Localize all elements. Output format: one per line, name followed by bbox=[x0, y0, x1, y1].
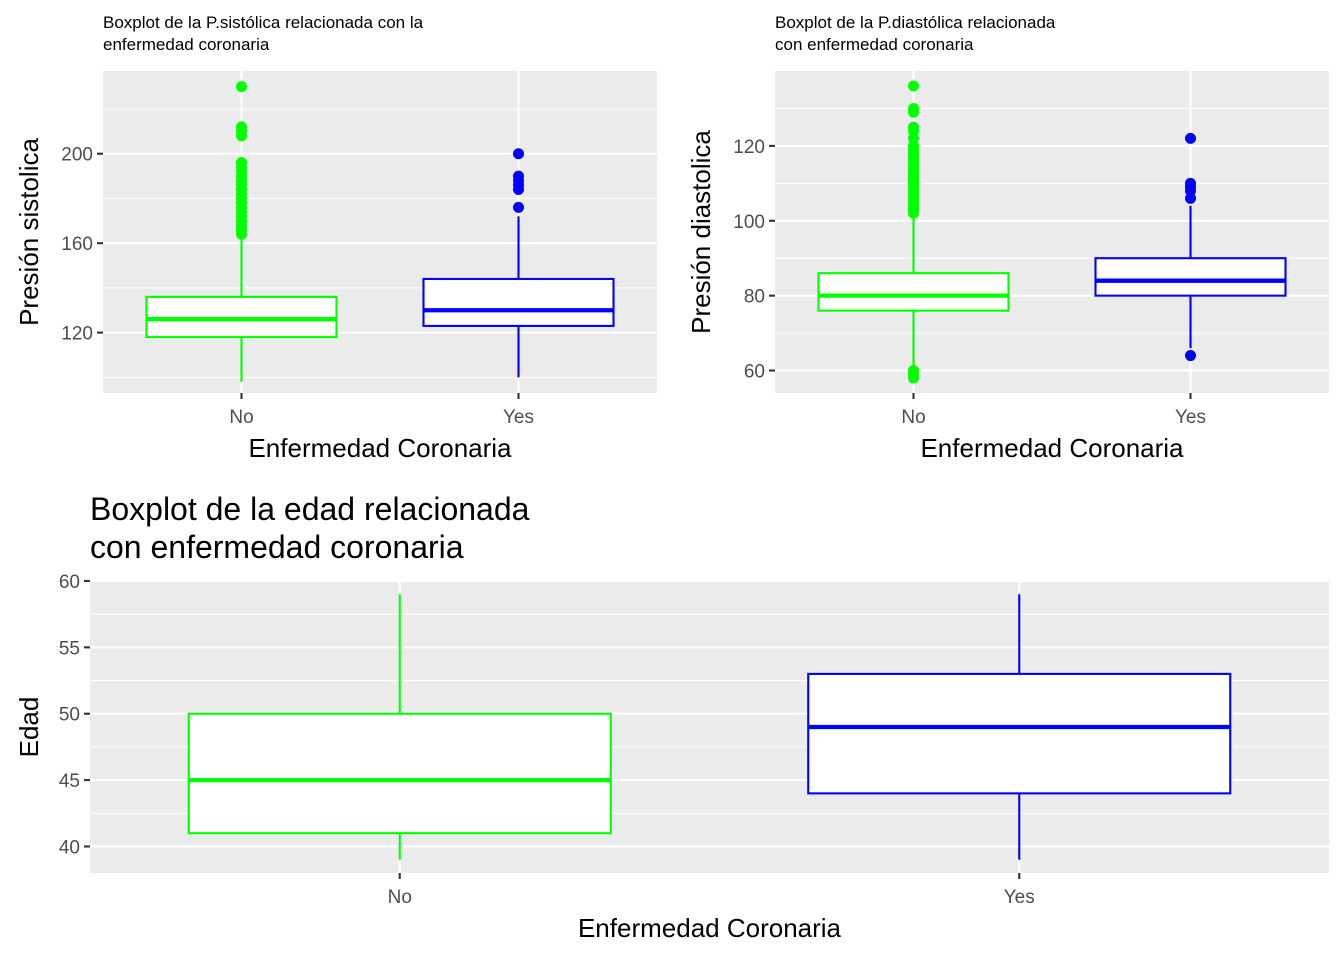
y-tick-label: 60 bbox=[744, 362, 765, 383]
y-tick-label: 120 bbox=[61, 324, 93, 345]
x-axis-title: Enfermedad Coronaria bbox=[248, 433, 512, 463]
y-tick-label: 160 bbox=[61, 234, 93, 255]
panel-background bbox=[103, 71, 657, 393]
outlier-point bbox=[908, 102, 919, 114]
y-axis-title: Presión diastolica bbox=[686, 130, 716, 334]
outlier-point bbox=[236, 157, 247, 169]
outlier-point bbox=[513, 148, 524, 160]
y-tick-label: 60 bbox=[59, 572, 80, 593]
x-tick-label-no: No bbox=[901, 407, 925, 428]
chart-title-line-1: Boxplot de la P.sistólica relacionada co… bbox=[103, 13, 424, 32]
outlier-point bbox=[908, 365, 919, 377]
outlier-point bbox=[236, 81, 247, 93]
chart-title-line-1: Boxplot de la P.diastólica relacionada bbox=[775, 13, 1056, 32]
interquartile-box bbox=[807, 672, 1232, 795]
outlier-point bbox=[908, 121, 919, 133]
y-tick-label: 120 bbox=[733, 137, 765, 158]
x-axis-title: Enfermedad Coronaria bbox=[920, 433, 1184, 463]
box-yes bbox=[807, 594, 1232, 860]
x-tick-label-no: No bbox=[388, 887, 412, 908]
x-tick-label-yes: Yes bbox=[503, 407, 534, 428]
y-tick-label: 50 bbox=[59, 705, 80, 726]
y-tick-label: 200 bbox=[61, 145, 93, 166]
box-no bbox=[145, 81, 338, 382]
panel-background bbox=[775, 71, 1329, 393]
outlier-point bbox=[236, 121, 247, 133]
chart-title-line-1: Boxplot de la edad relacionada bbox=[90, 491, 530, 527]
y-tick-label: 80 bbox=[744, 287, 765, 308]
interquartile-box bbox=[187, 712, 612, 835]
y-axis-title: Presión sistolica bbox=[14, 138, 44, 326]
y-axis-title: Edad bbox=[14, 697, 44, 758]
interquartile-box bbox=[422, 277, 615, 327]
chart-age-boxplot: 40 45 50 55 60 No Yes Boxplot de la edad relaci… bbox=[14, 491, 1329, 943]
outlier-point bbox=[1185, 350, 1196, 362]
y-tick-label: 100 bbox=[733, 212, 765, 233]
y-tick-label: 40 bbox=[59, 837, 80, 858]
outlier-point bbox=[1185, 177, 1196, 189]
outlier-point bbox=[908, 80, 919, 92]
box-no bbox=[817, 80, 1010, 384]
x-axis-title: Enfermedad Coronaria bbox=[578, 913, 842, 943]
box-yes bbox=[422, 148, 615, 378]
x-tick-label-yes: Yes bbox=[1004, 887, 1035, 908]
x-tick-label-yes: Yes bbox=[1175, 407, 1206, 428]
chart-title-line-2: enfermedad coronaria bbox=[103, 35, 270, 54]
chart-title-line-2: con enfermedad coronaria bbox=[775, 35, 974, 54]
interquartile-box bbox=[145, 295, 338, 339]
outlier-point bbox=[1185, 132, 1196, 144]
outlier-point bbox=[513, 201, 524, 213]
box-no bbox=[187, 594, 612, 860]
y-tick-label: 45 bbox=[59, 771, 80, 792]
interquartile-box bbox=[1094, 257, 1287, 297]
outlier-point bbox=[513, 170, 524, 182]
chart-title-line-2: con enfermedad coronaria bbox=[90, 529, 464, 565]
chart-systolic-boxplot: 120 160 200 No Yes Boxplot de la P.sistólica … bbox=[14, 13, 657, 463]
x-tick-label-no: No bbox=[229, 407, 253, 428]
chart-diastolic-boxplot: 60 80 100 120 No Yes Boxplot de la P.diastólic… bbox=[686, 13, 1329, 463]
y-tick-label: 55 bbox=[59, 638, 80, 659]
box-yes bbox=[1094, 132, 1287, 362]
interquartile-box bbox=[817, 272, 1010, 312]
